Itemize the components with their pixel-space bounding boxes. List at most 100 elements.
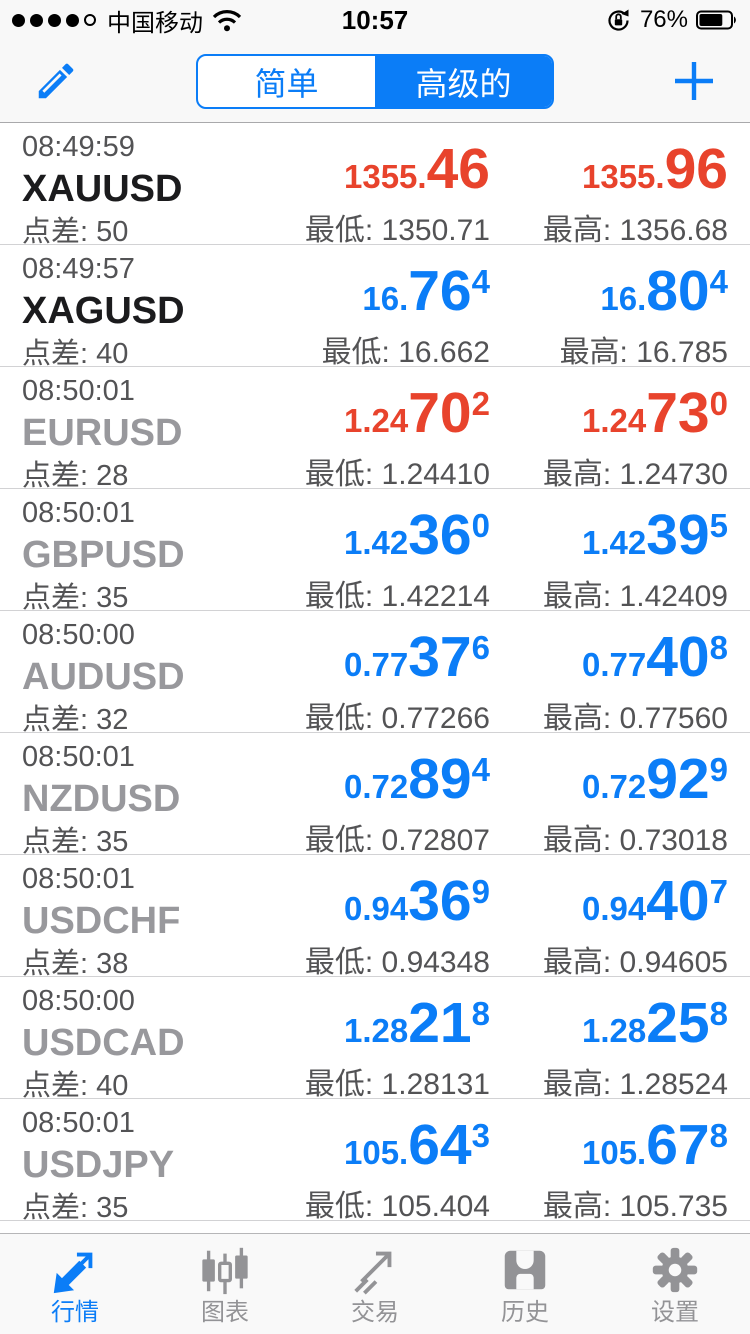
- quote-row[interactable]: 08:50:01 EURUSD 点差: 28 1.24702 最低: 1.244…: [0, 367, 750, 492]
- quote-symbol: EURUSD: [22, 412, 183, 454]
- tab-label: 交易: [351, 1299, 399, 1326]
- quote-symbol: GBPUSD: [22, 534, 185, 576]
- quote-bid-price: 16.764: [362, 259, 490, 323]
- segment-simple[interactable]: 简单: [254, 65, 319, 102]
- quote-ask-price: 1.42395: [582, 503, 728, 567]
- quote-ask-price: 1355.96: [582, 137, 728, 201]
- quote-row[interactable]: 08:50:01 USDJPY 点差: 35 105.643 最低: 105.4…: [0, 1099, 750, 1224]
- quote-spread: 点差: 38: [22, 948, 129, 980]
- quote-high: 最高: 1.24730: [542, 458, 728, 491]
- tab-bar: 行情 图表: [0, 1233, 750, 1334]
- quote-low: 最低: 0.94348: [304, 946, 490, 979]
- quote-time: 08:50:01: [22, 497, 135, 529]
- quote-row[interactable]: 08:50:00 USDCAD 点差: 40 1.28218 最低: 1.281…: [0, 977, 750, 1102]
- quote-bid-price: 1.24702: [344, 381, 490, 445]
- signal-dots-icon: [12, 13, 96, 27]
- quote-time: 08:49:59: [22, 131, 135, 163]
- quote-spread: 点差: 40: [22, 1070, 129, 1102]
- pencil-icon: [38, 63, 74, 99]
- quote-spread: 点差: 35: [22, 826, 129, 858]
- quote-high: 最高: 0.73018: [542, 824, 728, 857]
- quote-time: 08:50:01: [22, 863, 135, 895]
- candlestick-chart-icon: [197, 1239, 253, 1297]
- quote-low: 最低: 16.662: [321, 336, 490, 369]
- trend-arrows-icon: [47, 1239, 103, 1297]
- quote-row[interactable]: 08:49:57 XAGUSD 点差: 40 16.764 最低: 16.662…: [0, 245, 750, 370]
- quote-bid-price: 1.28218: [344, 991, 490, 1055]
- quote-spread: 点差: 35: [22, 1192, 129, 1224]
- quote-list: 08:49:59 XAUUSD 点差: 50 1355.46 最低: 1350.…: [0, 123, 750, 1224]
- tab-label: 图表: [201, 1299, 249, 1326]
- quote-symbol: USDJPY: [22, 1144, 175, 1186]
- quote-bid-price: 1355.46: [344, 137, 490, 201]
- quote-ask-price: 1.28258: [582, 991, 728, 1055]
- quote-spread: 点差: 28: [22, 460, 129, 492]
- quote-ask-price: 0.77408: [582, 625, 728, 689]
- tab-label: 设置: [651, 1299, 699, 1326]
- tab-settings[interactable]: 设置: [600, 1234, 750, 1334]
- quote-high: 最高: 1.42409: [542, 580, 728, 613]
- quote-time: 08:50:00: [22, 619, 135, 651]
- tab-quotes[interactable]: 行情: [0, 1234, 150, 1334]
- tab-charts[interactable]: 图表: [150, 1234, 300, 1334]
- wifi-icon: [212, 9, 242, 31]
- quote-low: 最低: 1.42214: [304, 580, 490, 613]
- quote-time: 08:49:57: [22, 253, 135, 285]
- add-symbol-button[interactable]: [670, 57, 718, 105]
- segment-advanced[interactable]: 高级的: [375, 56, 552, 107]
- quote-bid-price: 0.77376: [344, 625, 490, 689]
- carrier-label: 中国移动: [107, 9, 203, 37]
- battery-percent-label: 76%: [639, 6, 688, 33]
- quote-ask-price: 1.24730: [582, 381, 728, 445]
- tab-label: 行情: [51, 1299, 99, 1326]
- quote-high: 最高: 1356.68: [542, 214, 728, 247]
- quote-time: 08:50:01: [22, 1107, 135, 1139]
- quote-row[interactable]: 08:50:00 AUDUSD 点差: 32 0.77376 最低: 0.772…: [0, 611, 750, 736]
- settings-gear-icon: [647, 1239, 703, 1297]
- plus-icon: [675, 62, 713, 100]
- history-tray-icon: [497, 1239, 553, 1297]
- quote-high: 最高: 16.785: [559, 336, 728, 369]
- quote-spread: 点差: 35: [22, 582, 129, 614]
- quote-ask-price: 0.72929: [582, 747, 728, 811]
- quote-time: 08:50:00: [22, 985, 135, 1017]
- quote-high: 最高: 0.77560: [542, 702, 728, 735]
- quote-ask-price: 105.678: [582, 1113, 728, 1177]
- quote-high: 最高: 105.735: [542, 1190, 728, 1223]
- quote-low: 最低: 1.24410: [304, 458, 490, 491]
- tab-history[interactable]: 历史: [450, 1234, 600, 1334]
- clock-time: 10:57: [341, 4, 409, 35]
- quote-low: 最低: 0.72807: [304, 824, 490, 857]
- quote-high: 最高: 1.28524: [542, 1068, 728, 1101]
- quote-time: 08:50:01: [22, 741, 135, 773]
- quote-row[interactable]: 08:49:59 XAUUSD 点差: 50 1355.46 最低: 1350.…: [0, 123, 750, 248]
- tab-label: 历史: [501, 1299, 549, 1326]
- quote-spread: 点差: 40: [22, 338, 129, 370]
- quote-spread: 点差: 50: [22, 216, 129, 248]
- quote-ask-price: 0.94407: [582, 869, 728, 933]
- quote-bid-price: 1.42360: [344, 503, 490, 567]
- quote-time: 08:50:01: [22, 375, 135, 407]
- quote-symbol: USDCHF: [22, 900, 181, 942]
- quote-spread: 点差: 32: [22, 704, 129, 736]
- tab-trade[interactable]: 交易: [300, 1234, 450, 1334]
- status-bar: 中国移动 10:57 76%: [0, 0, 750, 40]
- quote-symbol: NZDUSD: [22, 778, 181, 820]
- quote-symbol: XAUUSD: [22, 168, 183, 210]
- quote-symbol: USDCAD: [22, 1022, 185, 1064]
- orientation-lock-icon: [608, 9, 629, 31]
- quote-bid-price: 0.72894: [344, 747, 490, 811]
- quote-low: 最低: 1350.71: [304, 214, 490, 247]
- quote-row[interactable]: 08:50:01 GBPUSD 点差: 35 1.42360 最低: 1.422…: [0, 489, 750, 614]
- quote-symbol: AUDUSD: [22, 656, 185, 698]
- toolbar: 简单 高级的: [0, 40, 750, 123]
- quote-bid-price: 105.643: [344, 1113, 490, 1177]
- quote-high: 最高: 0.94605: [542, 946, 728, 979]
- edit-button[interactable]: [32, 57, 80, 105]
- quote-ask-price: 16.804: [600, 259, 728, 323]
- quote-row[interactable]: 08:50:01 USDCHF 点差: 38 0.94369 最低: 0.943…: [0, 855, 750, 980]
- quote-symbol: XAGUSD: [22, 290, 185, 332]
- quote-row[interactable]: 08:50:01 NZDUSD 点差: 35 0.72894 最低: 0.728…: [0, 733, 750, 858]
- mode-segmented-control: 简单 高级的: [196, 54, 554, 109]
